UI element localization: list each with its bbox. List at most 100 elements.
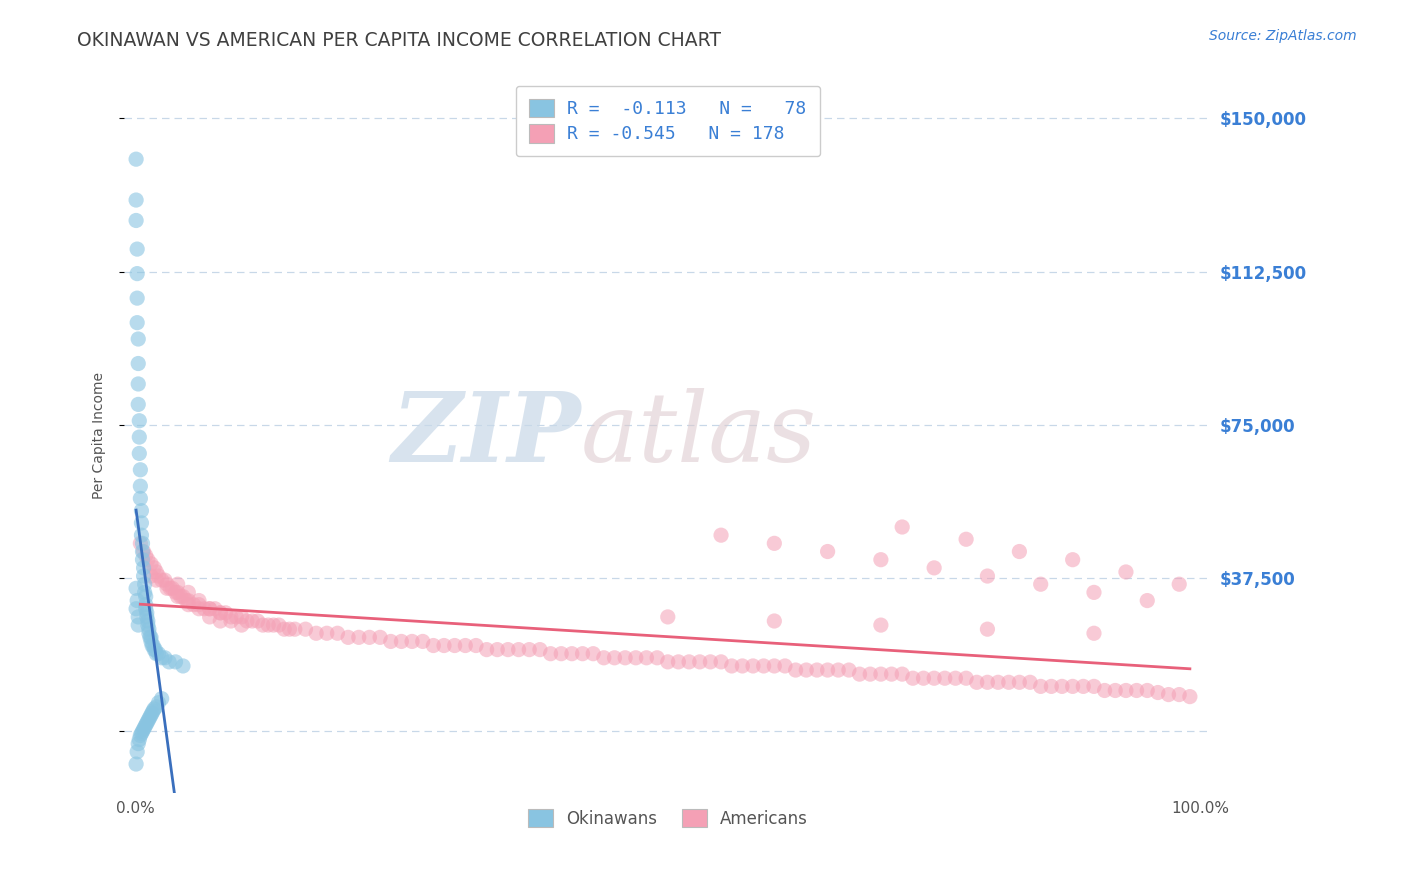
Point	[136, 552, 159, 566]
Point	[204, 601, 226, 615]
Point	[870, 667, 893, 681]
Point	[922, 561, 945, 575]
Point	[731, 659, 754, 673]
Point	[752, 659, 775, 673]
Point	[1083, 585, 1105, 599]
Point	[177, 593, 200, 607]
Point	[188, 593, 211, 607]
Point	[401, 634, 423, 648]
Point	[135, 549, 157, 563]
Point	[231, 610, 253, 624]
Point	[1029, 577, 1052, 591]
Point	[125, 193, 148, 207]
Y-axis label: Per Capita Income: Per Capita Income	[93, 372, 107, 499]
Point	[127, 737, 149, 751]
Point	[135, 598, 157, 612]
Point	[139, 569, 162, 583]
Point	[198, 610, 221, 624]
Point	[183, 598, 205, 612]
Point	[127, 745, 149, 759]
Point	[209, 614, 232, 628]
Point	[131, 726, 153, 740]
Point	[1168, 577, 1191, 591]
Point	[128, 446, 150, 460]
Point	[134, 577, 156, 591]
Point	[240, 614, 263, 628]
Point	[153, 573, 176, 587]
Point	[127, 291, 149, 305]
Point	[1083, 626, 1105, 640]
Point	[134, 720, 156, 734]
Point	[1094, 683, 1116, 698]
Point	[219, 614, 242, 628]
Point	[145, 565, 167, 579]
Point	[132, 723, 155, 737]
Point	[127, 397, 149, 411]
Point	[742, 659, 765, 673]
Legend: Okinawans, Americans: Okinawans, Americans	[520, 803, 814, 834]
Point	[294, 622, 316, 636]
Point	[198, 601, 221, 615]
Text: Source: ZipAtlas.com: Source: ZipAtlas.com	[1209, 29, 1357, 43]
Point	[454, 639, 477, 653]
Point	[143, 642, 166, 657]
Point	[138, 622, 160, 636]
Point	[817, 663, 839, 677]
Point	[529, 642, 551, 657]
Point	[150, 650, 173, 665]
Point	[561, 647, 583, 661]
Point	[177, 598, 200, 612]
Point	[143, 642, 166, 657]
Point	[1136, 683, 1159, 698]
Point	[246, 614, 269, 628]
Point	[148, 647, 170, 661]
Point	[838, 663, 860, 677]
Point	[166, 590, 188, 604]
Point	[231, 618, 253, 632]
Point	[433, 639, 456, 653]
Point	[198, 601, 221, 615]
Point	[153, 650, 176, 665]
Point	[136, 618, 159, 632]
Point	[129, 728, 152, 742]
Point	[150, 691, 173, 706]
Point	[139, 631, 162, 645]
Point	[571, 647, 593, 661]
Point	[138, 712, 160, 726]
Point	[496, 642, 519, 657]
Point	[188, 598, 211, 612]
Point	[172, 659, 194, 673]
Point	[720, 659, 742, 673]
Point	[380, 634, 402, 648]
Point	[1008, 544, 1031, 558]
Point	[678, 655, 700, 669]
Point	[131, 724, 153, 739]
Point	[976, 622, 998, 636]
Point	[668, 655, 690, 669]
Point	[1008, 675, 1031, 690]
Point	[131, 552, 153, 566]
Point	[145, 699, 167, 714]
Point	[976, 675, 998, 690]
Point	[763, 659, 786, 673]
Point	[125, 582, 148, 596]
Point	[129, 463, 152, 477]
Point	[773, 659, 796, 673]
Point	[1147, 685, 1170, 699]
Point	[645, 650, 668, 665]
Point	[1062, 552, 1084, 566]
Point	[976, 569, 998, 583]
Point	[689, 655, 711, 669]
Point	[806, 663, 828, 677]
Point	[214, 606, 236, 620]
Point	[922, 671, 945, 685]
Point	[1157, 688, 1180, 702]
Point	[1178, 690, 1201, 704]
Point	[127, 376, 149, 391]
Point	[139, 631, 162, 645]
Point	[142, 639, 165, 653]
Point	[987, 675, 1010, 690]
Point	[891, 520, 914, 534]
Point	[127, 267, 149, 281]
Point	[582, 647, 605, 661]
